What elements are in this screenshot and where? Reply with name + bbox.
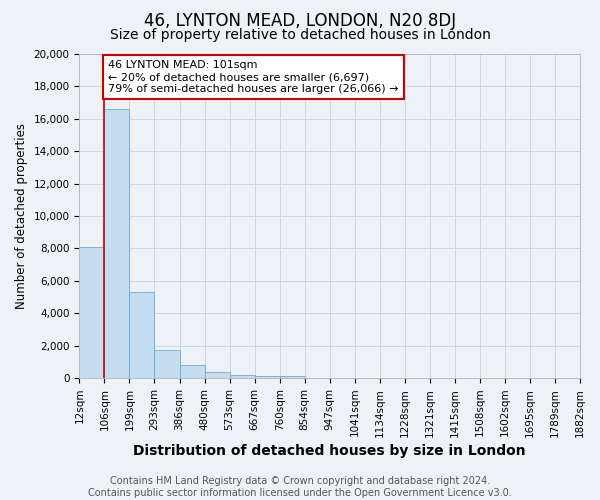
Bar — [230, 375, 254, 378]
Bar — [179, 366, 205, 378]
Text: 46 LYNTON MEAD: 101sqm
← 20% of detached houses are smaller (6,697)
79% of semi-: 46 LYNTON MEAD: 101sqm ← 20% of detached… — [108, 60, 398, 94]
Bar — [254, 376, 280, 378]
Bar — [104, 109, 130, 378]
Text: Size of property relative to detached houses in London: Size of property relative to detached ho… — [110, 28, 490, 42]
Bar — [79, 247, 104, 378]
X-axis label: Distribution of detached houses by size in London: Distribution of detached houses by size … — [133, 444, 526, 458]
Bar — [154, 350, 179, 378]
Bar — [130, 292, 154, 378]
Bar — [205, 372, 230, 378]
Text: 46, LYNTON MEAD, LONDON, N20 8DJ: 46, LYNTON MEAD, LONDON, N20 8DJ — [144, 12, 456, 30]
Bar — [280, 376, 305, 378]
Text: Contains HM Land Registry data © Crown copyright and database right 2024.
Contai: Contains HM Land Registry data © Crown c… — [88, 476, 512, 498]
Y-axis label: Number of detached properties: Number of detached properties — [15, 123, 28, 309]
